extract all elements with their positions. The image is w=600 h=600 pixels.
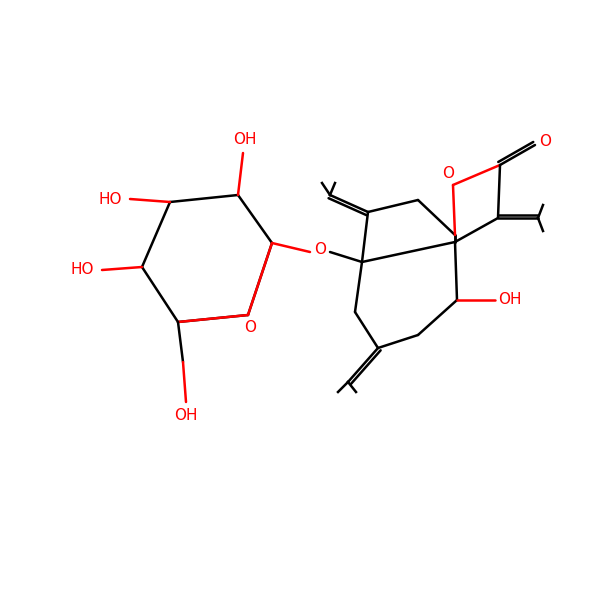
Text: OH: OH <box>174 407 198 422</box>
Text: OH: OH <box>233 131 257 146</box>
Text: O: O <box>314 242 326 257</box>
Text: O: O <box>539 134 551 149</box>
Text: HO: HO <box>70 263 94 277</box>
Text: HO: HO <box>98 191 122 206</box>
Text: O: O <box>244 319 256 335</box>
Text: OH: OH <box>498 292 522 307</box>
Text: O: O <box>442 166 454 181</box>
